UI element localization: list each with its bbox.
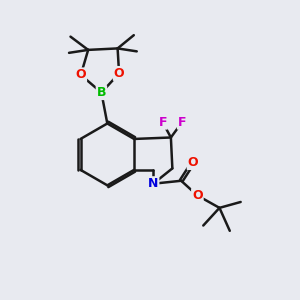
- Text: F: F: [158, 116, 167, 129]
- Text: O: O: [192, 189, 203, 202]
- Text: O: O: [76, 68, 86, 81]
- Text: O: O: [114, 67, 124, 80]
- Text: B: B: [97, 86, 106, 99]
- Text: N: N: [148, 177, 158, 190]
- Text: O: O: [188, 156, 198, 169]
- Text: F: F: [178, 116, 186, 129]
